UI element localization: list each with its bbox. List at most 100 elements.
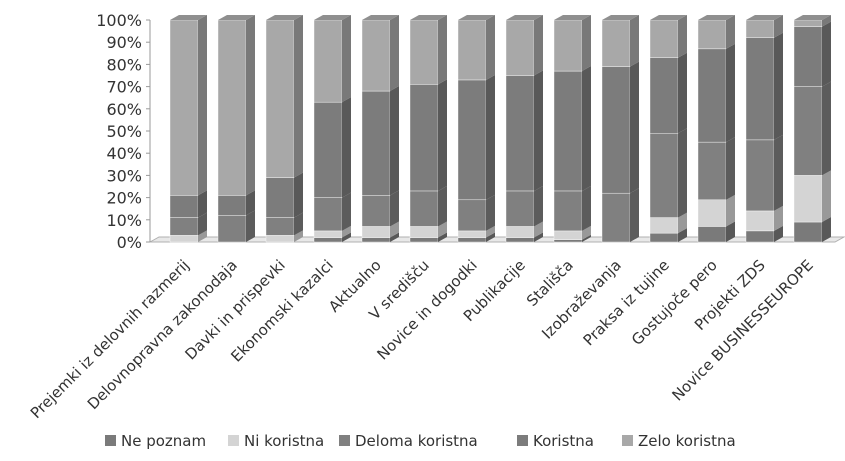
bar-stack bbox=[265, 15, 303, 243]
y-tick-label: 50% bbox=[106, 122, 142, 141]
bar-segment-side bbox=[822, 15, 831, 27]
bar-segment bbox=[409, 84, 439, 192]
bar-segment-side bbox=[678, 15, 687, 58]
bar-stack bbox=[553, 15, 591, 243]
bar-segment-side bbox=[342, 232, 351, 242]
x-tick-label: Praksa iz tujine bbox=[580, 256, 673, 349]
y-tick-label: 10% bbox=[106, 211, 142, 230]
bar-top bbox=[554, 15, 591, 20]
legend-label: Zelo koristna bbox=[638, 432, 736, 450]
bar-segment bbox=[505, 19, 535, 76]
bar-segment-side bbox=[342, 192, 351, 231]
bar-segment-side bbox=[630, 15, 639, 67]
bar-segment bbox=[745, 210, 775, 232]
bar-top bbox=[170, 15, 207, 20]
bar-segment bbox=[649, 133, 679, 218]
bar-segment-side bbox=[534, 15, 543, 76]
bar-segment-side bbox=[774, 134, 783, 211]
legend-swatch bbox=[622, 435, 633, 446]
bar-stack bbox=[217, 15, 255, 243]
bar-segment bbox=[169, 195, 199, 218]
bar-segment-side bbox=[774, 32, 783, 140]
bar-segment bbox=[217, 195, 247, 216]
bar-stack bbox=[505, 15, 543, 243]
legend-label: Ne poznam bbox=[121, 432, 206, 450]
bar-segment bbox=[457, 79, 487, 201]
bar-segment bbox=[553, 239, 583, 243]
y-tick-label: 90% bbox=[106, 33, 142, 52]
bar-segment-side bbox=[726, 15, 735, 49]
bar-segment-side bbox=[486, 15, 495, 80]
bar-segment-side bbox=[390, 232, 399, 242]
y-tick-label: 60% bbox=[106, 100, 142, 119]
bar-segment-side bbox=[246, 210, 255, 242]
bar-stack bbox=[601, 15, 639, 243]
bar-segment-side bbox=[198, 212, 207, 236]
bar-segment bbox=[361, 90, 391, 196]
bar-segment-side bbox=[438, 221, 447, 238]
chart-floor bbox=[148, 236, 845, 243]
bar-segment-side bbox=[294, 15, 303, 178]
legend-item: Ne poznam bbox=[105, 432, 206, 450]
bar-segment-side bbox=[486, 225, 495, 238]
y-tick-label: 0% bbox=[117, 233, 142, 252]
bar-stack bbox=[457, 15, 495, 243]
bar-segment-side bbox=[678, 52, 687, 134]
legend-swatch bbox=[339, 435, 350, 446]
bar-segment bbox=[553, 70, 583, 192]
bar-segment bbox=[457, 19, 487, 81]
bar-segment-side bbox=[774, 15, 783, 38]
bar-segment-side bbox=[534, 70, 543, 191]
bar-segment bbox=[361, 19, 391, 92]
legend-swatch bbox=[517, 435, 528, 446]
bar-segment-side bbox=[582, 225, 591, 240]
bar-stack bbox=[361, 15, 399, 243]
bar-segment-side bbox=[822, 217, 831, 242]
bar-segment-side bbox=[198, 230, 207, 242]
bar-segment bbox=[217, 19, 247, 196]
bar-segment bbox=[553, 230, 583, 240]
bar-segment bbox=[505, 237, 535, 243]
legend-item: Zelo koristna bbox=[622, 432, 736, 450]
bar-segment bbox=[649, 232, 679, 243]
bar-top bbox=[506, 15, 543, 20]
bar-segment bbox=[697, 141, 727, 201]
legend-label: Ni koristna bbox=[244, 432, 324, 450]
bar-segment-side bbox=[390, 190, 399, 227]
y-tick-label: 80% bbox=[106, 55, 142, 74]
bar-segment-side bbox=[630, 61, 639, 194]
x-tick-labels: Prejemki iz delovnih razmerijDelovnoprav… bbox=[27, 256, 817, 422]
bar-top bbox=[218, 15, 255, 20]
bar-top bbox=[410, 15, 447, 20]
bar-segment-side bbox=[438, 232, 447, 242]
bar-segment-side bbox=[246, 15, 255, 196]
y-tick-label: 70% bbox=[106, 78, 142, 97]
bar-top bbox=[602, 15, 639, 20]
bar-segment-side bbox=[390, 86, 399, 196]
legend: Ne poznam Ni koristna Deloma koristna Koris… bbox=[105, 432, 736, 450]
bar-segment bbox=[649, 217, 679, 234]
x-tick-label: Gostujoče pero bbox=[628, 256, 721, 349]
bar-stack bbox=[169, 15, 207, 243]
bar-segment bbox=[649, 19, 679, 58]
bar-segment bbox=[505, 190, 535, 227]
bar-segment-side bbox=[294, 212, 303, 236]
bar-segment bbox=[265, 19, 295, 178]
bar-segment-side bbox=[582, 234, 591, 242]
bar-segment-side bbox=[678, 228, 687, 242]
bar-stack bbox=[649, 15, 687, 243]
bar-segment bbox=[793, 86, 823, 176]
bar-segment bbox=[409, 237, 439, 243]
bar-segment-side bbox=[630, 188, 639, 242]
bar-segment-side bbox=[726, 137, 735, 200]
legend-item: Deloma koristna bbox=[339, 432, 478, 450]
bar-stack bbox=[697, 15, 735, 243]
bar-top bbox=[266, 15, 303, 20]
bar-segment bbox=[793, 221, 823, 243]
y-tick-label: 30% bbox=[106, 166, 142, 185]
bar-segment-side bbox=[678, 212, 687, 234]
legend-swatch bbox=[105, 435, 116, 446]
y-tick-label: 20% bbox=[106, 189, 142, 208]
